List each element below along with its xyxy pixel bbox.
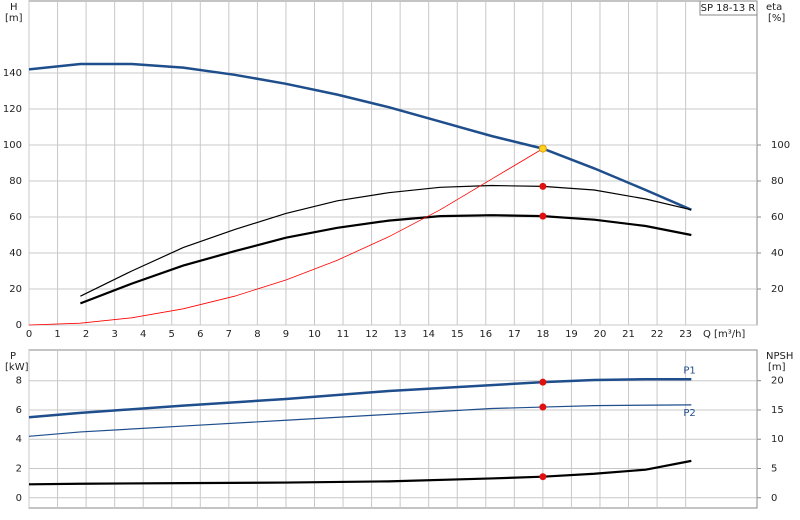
x-tick-label: 10 xyxy=(308,329,321,340)
x-tick-label: 5 xyxy=(169,329,175,340)
y-tick-label: 0 xyxy=(16,320,22,331)
duty-point xyxy=(539,403,547,411)
x-tick-label: 14 xyxy=(422,329,435,340)
y2-tick-label: 20 xyxy=(771,284,784,295)
duty-point xyxy=(538,144,547,153)
y2-tick-label: 80 xyxy=(771,176,784,187)
y2-tick-label: 15 xyxy=(771,405,784,416)
y-axis-title: H xyxy=(10,2,18,13)
plot-frame xyxy=(28,0,758,326)
y2-tick-label: 20 xyxy=(771,376,784,387)
x-tick-label: 9 xyxy=(283,329,289,340)
y-tick-label: 2 xyxy=(16,464,22,475)
chart-title: SP 18-13 R xyxy=(701,3,756,14)
duty-point xyxy=(539,182,547,190)
x-tick-label: 8 xyxy=(254,329,260,340)
y-tick-label: 20 xyxy=(9,284,22,295)
x-label-bg xyxy=(700,327,760,341)
y2-axis-title: eta xyxy=(766,2,782,13)
y2-axis-unit: [%] xyxy=(768,13,785,24)
y-axis-title: P xyxy=(10,351,16,362)
curve xyxy=(28,404,692,437)
x-tick-label: 3 xyxy=(111,329,117,340)
curve xyxy=(28,148,544,326)
y-axis-unit: [kW] xyxy=(5,362,29,373)
y2-tick-label: 10 xyxy=(771,434,784,445)
curve xyxy=(28,459,692,486)
y-tick-label: 0 xyxy=(16,493,22,504)
x-tick-label: 18 xyxy=(537,329,550,340)
y-tick-label: 6 xyxy=(16,405,22,416)
x-tick-label: 4 xyxy=(140,329,146,340)
duty-point xyxy=(539,378,547,386)
y2-tick-label: 40 xyxy=(771,248,784,259)
y-tick-label: 120 xyxy=(3,104,22,115)
curve xyxy=(80,184,692,297)
duty-point xyxy=(539,473,547,481)
y2-axis-title: NPSH xyxy=(766,351,793,362)
x-tick-label: 2 xyxy=(83,329,89,340)
x-tick-label: 21 xyxy=(622,329,635,340)
x-tick-label: 23 xyxy=(679,329,692,340)
x-tick-label: 15 xyxy=(451,329,464,340)
x-tick-label: 1 xyxy=(54,329,60,340)
x-tick-label: 16 xyxy=(479,329,492,340)
x-tick-label: 7 xyxy=(226,329,232,340)
x-tick-label: 13 xyxy=(394,329,407,340)
y-axis-unit: [m] xyxy=(5,13,23,24)
y-tick-label: 40 xyxy=(9,248,22,259)
series-label: P2 xyxy=(683,408,695,419)
x-tick-label: 22 xyxy=(651,329,664,340)
series-label: P1 xyxy=(683,365,695,376)
x-tick-label: 12 xyxy=(365,329,378,340)
y2-axis-unit: [m] xyxy=(768,362,786,373)
y2-tick-label: 100 xyxy=(771,140,790,151)
curve xyxy=(79,214,692,305)
x-tick-label: 20 xyxy=(594,329,607,340)
curve xyxy=(28,378,692,419)
x-tick-label: 19 xyxy=(565,329,578,340)
x-axis-title: Q [m³/h] xyxy=(703,329,745,340)
y-tick-label: 60 xyxy=(9,212,22,223)
y-tick-label: 8 xyxy=(16,376,22,387)
x-tick-label: 11 xyxy=(337,329,350,340)
y2-tick-label: 60 xyxy=(771,212,784,223)
duty-point xyxy=(539,212,547,220)
y2-tick-label: 5 xyxy=(771,464,777,475)
title-box xyxy=(699,0,758,16)
x-tick-label: 0 xyxy=(26,329,32,340)
x-tick-label: 17 xyxy=(508,329,521,340)
y-tick-label: 140 xyxy=(3,68,22,79)
y-tick-label: 80 xyxy=(9,176,22,187)
y2-tick-label: 0 xyxy=(771,493,777,504)
y-tick-label: 4 xyxy=(16,434,22,445)
y-tick-label: 100 xyxy=(3,140,22,151)
curve xyxy=(28,62,692,211)
x-tick-label: 6 xyxy=(197,329,203,340)
